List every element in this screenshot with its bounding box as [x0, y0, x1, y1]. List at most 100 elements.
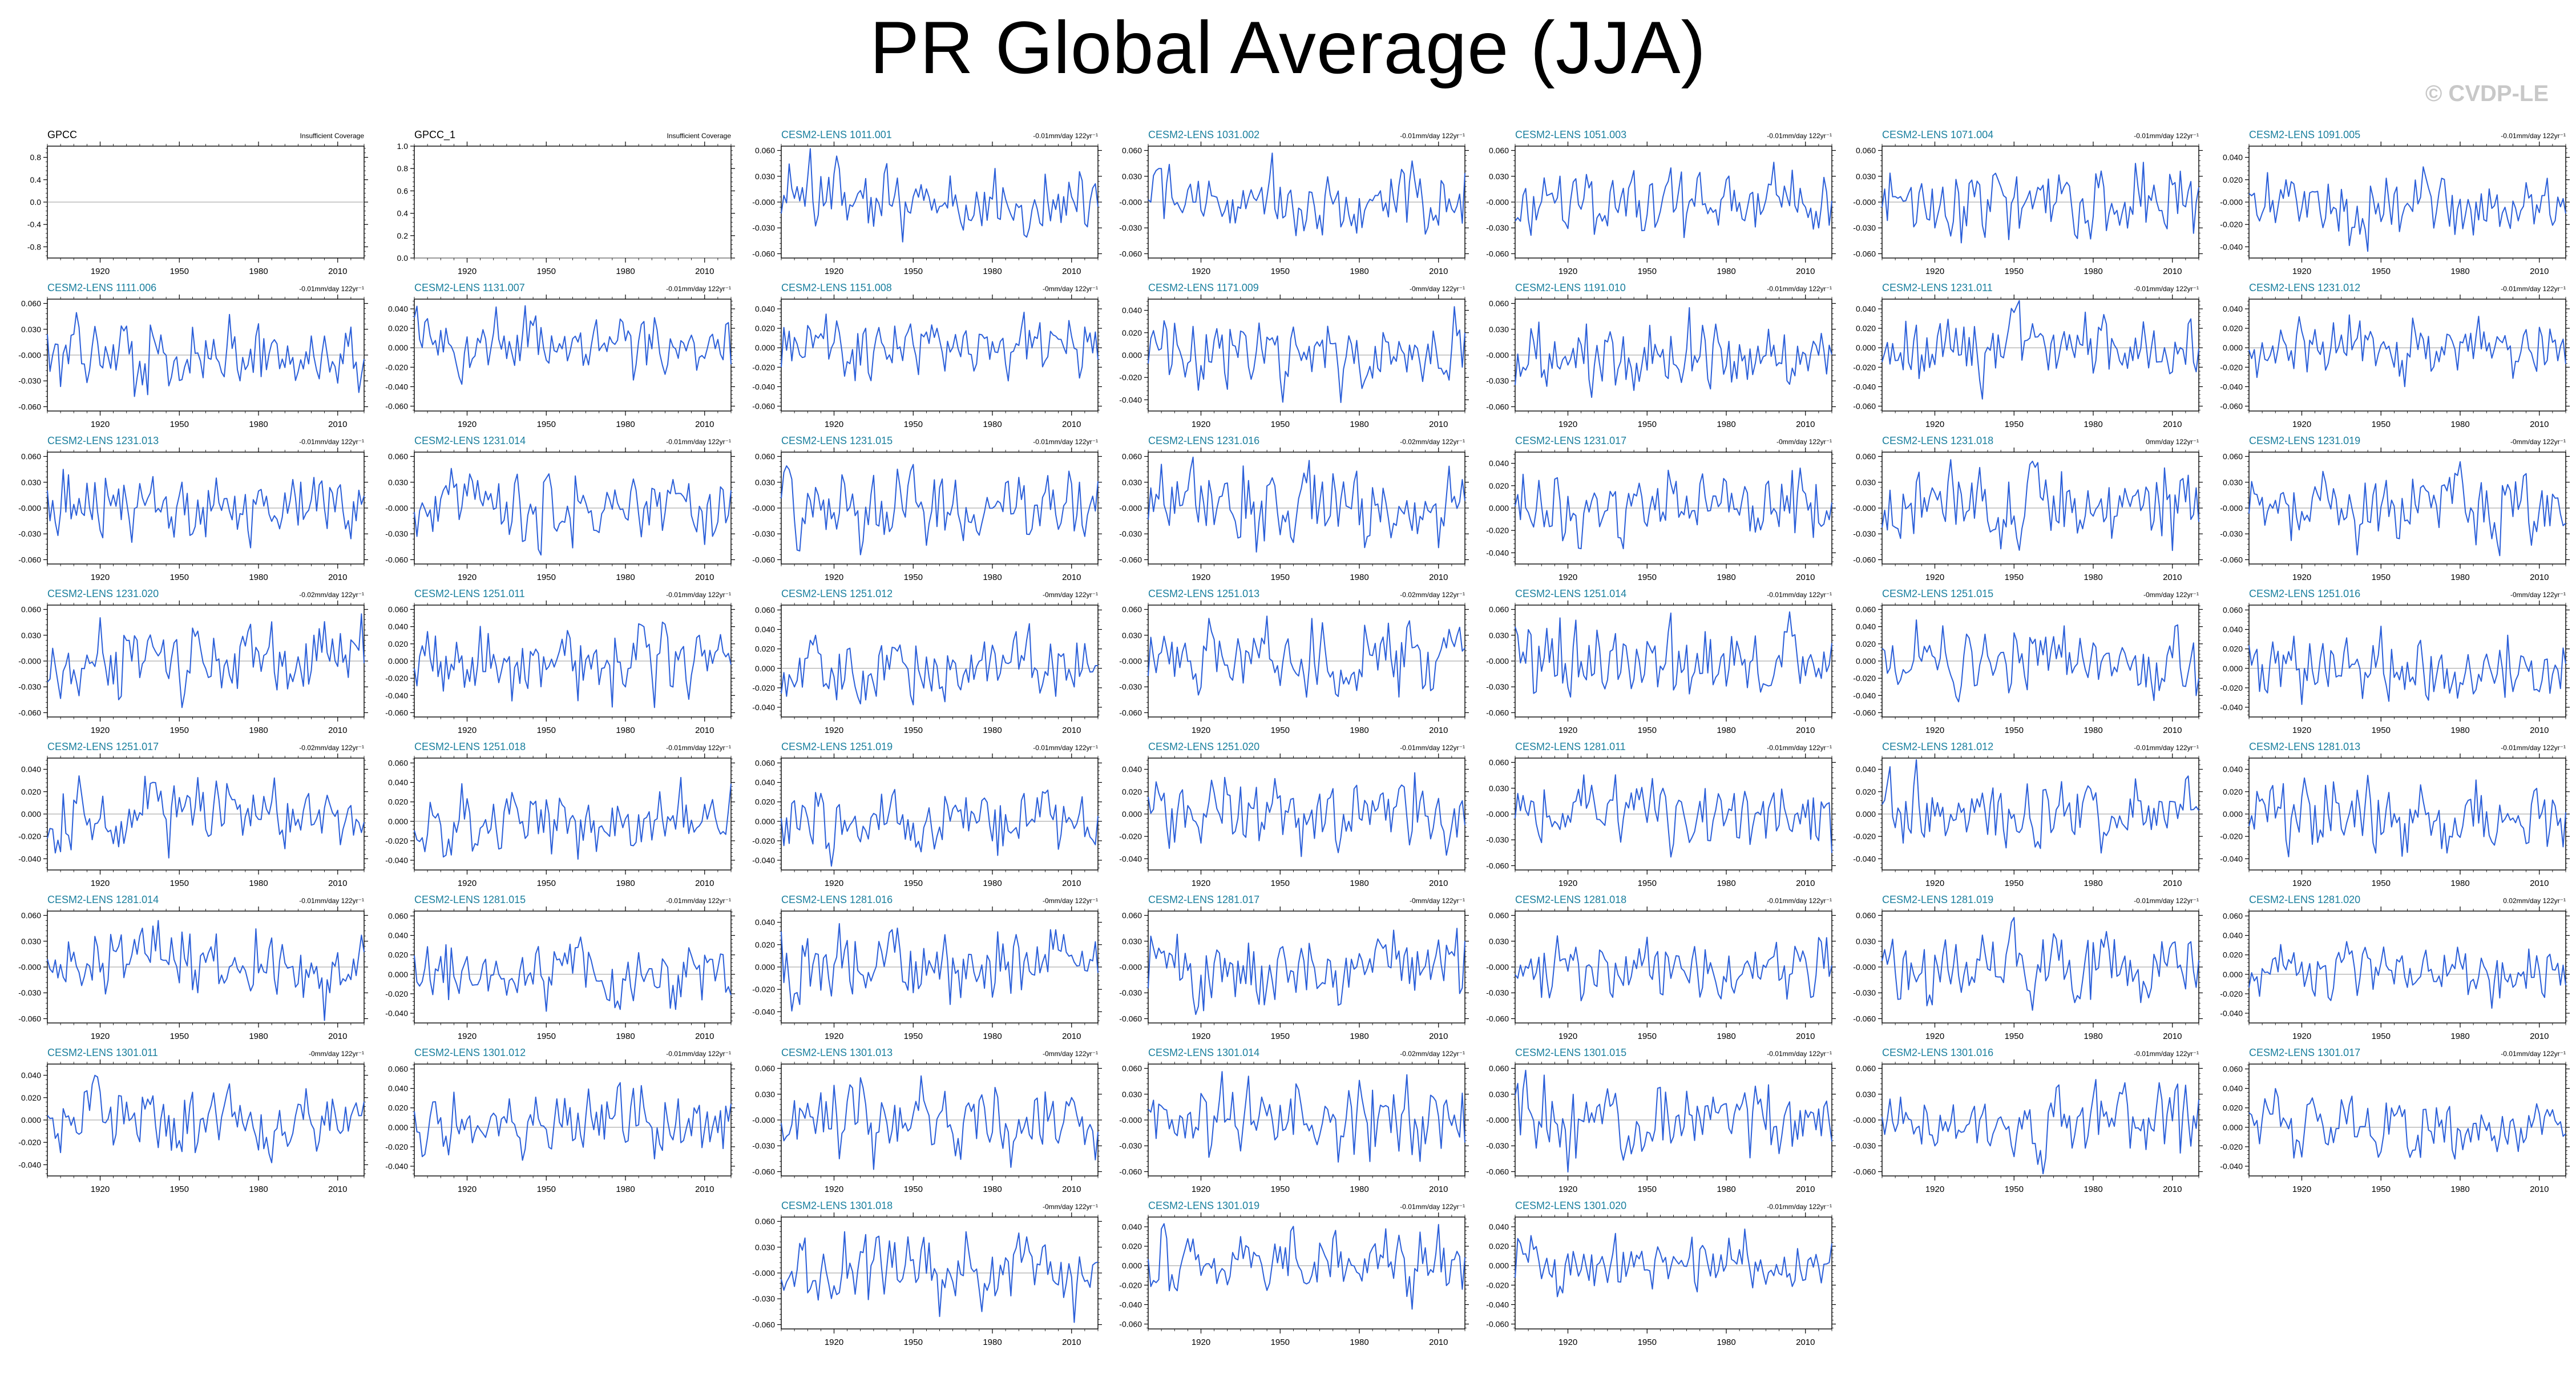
panel: CESM2-LENS 1281.019 -0.01mm/day 122yr⁻¹-0… [1853, 894, 2203, 1041]
panel-title: CESM2-LENS 1281.019 [1882, 894, 1993, 905]
y-tick-label: 0.030 [1856, 478, 1876, 487]
x-tick-label: 1920 [1925, 420, 1944, 429]
x-tick-label: 1950 [1638, 573, 1657, 582]
y-tick-label: 0.040 [1489, 459, 1509, 468]
y-tick-label: -0.000 [752, 198, 775, 207]
trend-label: -0.02mm/day 122yr⁻¹ [299, 591, 364, 599]
series-line [1148, 615, 1465, 698]
x-tick-label: 2010 [695, 879, 714, 888]
trend-label: -0mm/day 122yr⁻¹ [2510, 591, 2566, 599]
x-tick-label: 1920 [825, 267, 843, 276]
x-tick-label: 1950 [904, 573, 923, 582]
x-tick-label: 1980 [249, 726, 268, 735]
trend-label: -0.01mm/day 122yr⁻¹ [299, 438, 364, 446]
panel-title: CESM2-LENS 1051.003 [1515, 129, 1626, 140]
panel-title: CESM2-LENS 1231.015 [781, 435, 893, 446]
x-tick-label: 1920 [91, 879, 110, 888]
panel-title: CESM2-LENS 1231.013 [47, 435, 159, 446]
x-tick-label: 1920 [1558, 573, 1577, 582]
trend-label: -0.01mm/day 122yr⁻¹ [2134, 285, 2199, 293]
y-tick-label: 0.060 [1122, 452, 1142, 461]
y-tick-label: 0.030 [755, 172, 775, 181]
panel: CESM2-LENS 1131.007 -0.01mm/day 122yr⁻¹ -0… [385, 282, 735, 429]
trend-label: -0.01mm/day 122yr⁻¹ [1400, 132, 1465, 140]
x-tick-label: 2010 [2163, 267, 2182, 276]
x-tick-label: 1920 [2292, 573, 2311, 582]
y-tick-label: 0.040 [755, 918, 775, 927]
trend-label: -0.01mm/day 122yr⁻¹ [666, 285, 731, 293]
watermark: © CVDP-LE [2425, 81, 2549, 106]
x-tick-label: 1920 [825, 726, 843, 735]
x-tick-label: 2010 [2530, 879, 2549, 888]
x-tick-label: 1950 [904, 726, 923, 735]
panel-title: CESM2-LENS 1251.020 [1148, 741, 1259, 752]
y-tick-label: 0.020 [2223, 787, 2243, 796]
y-tick-label: 0.000 [1856, 809, 1876, 819]
x-tick-label: 1980 [1350, 1032, 1368, 1041]
trend-label: -0mm/day 122yr⁻¹ [1410, 897, 1465, 905]
x-tick-label: 1950 [2005, 267, 2024, 276]
y-tick-label: -0.040 [2220, 703, 2243, 712]
panel-title: CESM2-LENS 1231.018 [1882, 435, 1993, 446]
y-tick-label: 0.060 [755, 452, 775, 461]
y-tick-label: 0.0 [397, 253, 409, 263]
panel-title: CESM2-LENS 1281.011 [1515, 741, 1626, 752]
x-tick-label: 2010 [2530, 420, 2549, 429]
trend-label: -0.01mm/day 122yr⁻¹ [1400, 744, 1465, 752]
y-tick-label: -0.020 [2220, 220, 2243, 229]
x-tick-label: 1950 [2372, 420, 2391, 429]
panel-title: CESM2-LENS 1231.020 [47, 588, 159, 599]
x-tick-label: 1950 [904, 879, 923, 888]
y-tick-label: -0.060 [1119, 708, 1142, 717]
x-tick-label: 1920 [1558, 420, 1577, 429]
y-tick-label: 0.060 [388, 605, 408, 614]
y-tick-label: 0.040 [2223, 304, 2243, 313]
panel: CESM2-LENS 1231.013 -0.01mm/day 122yr⁻¹ -0… [18, 435, 368, 582]
x-tick-label: 1980 [1717, 1032, 1735, 1041]
x-tick-label: 1950 [537, 726, 556, 735]
y-tick-label: 0.040 [755, 304, 775, 313]
x-tick-label: 1950 [2372, 726, 2391, 735]
series-line [1881, 300, 2199, 400]
series-line [781, 312, 1099, 382]
x-tick-label: 1920 [825, 573, 843, 582]
y-tick-label: -0.020 [1853, 674, 1876, 683]
y-tick-label: 0.020 [755, 940, 775, 949]
x-tick-label: 1980 [1717, 267, 1735, 276]
x-tick-label: 1920 [91, 267, 110, 276]
y-tick-label: 0.030 [21, 631, 41, 640]
series-line [2248, 166, 2566, 252]
panel-title: CESM2-LENS 1231.016 [1148, 435, 1259, 446]
y-tick-label: 0.020 [1489, 481, 1509, 490]
y-tick-label: 0.020 [1122, 787, 1142, 796]
panel: CESM2-LENS 1251.012 -0mm/day 122yr⁻¹ -0.04… [752, 588, 1102, 735]
x-tick-label: 1980 [616, 573, 635, 582]
panel: CESM2-LENS 1251.011 -0.01mm/day 122yr⁻¹ -0… [385, 588, 735, 735]
x-tick-label: 1920 [825, 879, 843, 888]
panel: CESM2-LENS 1231.011 -0.01mm/day 122yr⁻¹ -0… [1853, 282, 2203, 429]
x-tick-label: 1950 [904, 267, 923, 276]
y-tick-label: -0.000 [18, 503, 41, 513]
y-tick-label: 0.8 [397, 164, 409, 173]
y-tick-label: 0.000 [1489, 503, 1509, 513]
x-tick-label: 2010 [1062, 726, 1081, 735]
y-tick-label: -0.060 [1119, 555, 1142, 564]
x-tick-label: 1950 [537, 573, 556, 582]
y-tick-label: -0.040 [2220, 242, 2243, 251]
y-tick-label: 0.000 [1122, 350, 1142, 360]
x-tick-label: 1950 [1271, 420, 1290, 429]
y-tick-label: -0.030 [1119, 223, 1142, 232]
panel-title: CESM2-LENS 1151.008 [781, 282, 892, 293]
y-tick-label: 0.060 [21, 299, 41, 308]
y-tick-label: 0.020 [388, 950, 408, 960]
trend-label: -0.01mm/day 122yr⁻¹ [1033, 132, 1098, 140]
x-tick-label: 2010 [328, 879, 347, 888]
y-tick-label: -0.030 [18, 988, 41, 997]
x-tick-label: 1920 [91, 1032, 110, 1041]
panel-title: CESM2-LENS 1251.017 [47, 741, 159, 752]
y-tick-label: -0.040 [18, 854, 41, 863]
panel: CESM2-LENS 1281.016 -0mm/day 122yr⁻¹ -0.04… [752, 894, 1102, 1041]
series-line [1148, 456, 1465, 553]
y-tick-label: 0.020 [1856, 324, 1876, 333]
y-tick-label: -0.040 [752, 703, 775, 712]
